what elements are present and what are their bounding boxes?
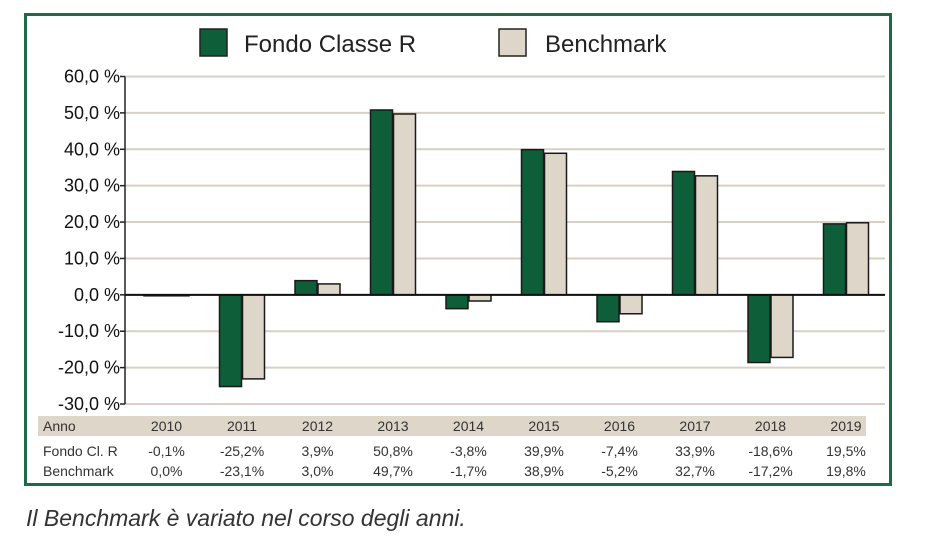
bar: [694, 175, 719, 296]
legend-label: Benchmark: [545, 31, 667, 58]
table-cell: -17,2%: [748, 463, 792, 479]
bar: [822, 223, 847, 296]
table-cell: -5,2%: [601, 463, 638, 479]
table-cell: 32,7%: [675, 463, 715, 479]
bar-chart: 60,0 % 50,0 % 40,0 % 30,0 % 20,0 % 10,0 % 0,0 …: [38, 28, 885, 479]
table-cell: 39,9%: [524, 443, 564, 459]
table-year-label: 2015: [528, 418, 559, 434]
y-tick-label: -10,0 %: [58, 321, 120, 341]
chart-caption: Il Benchmark è variato nel corso degli a…: [26, 505, 466, 531]
table-cell: 49,7%: [373, 463, 413, 479]
y-tick-label: -30,0 %: [58, 394, 120, 414]
y-tick-label: 10,0 %: [64, 248, 120, 268]
table-cell: 0,0%: [151, 463, 183, 479]
bar: [596, 294, 620, 323]
bar: [369, 109, 394, 296]
legend-swatch: [199, 28, 228, 57]
table-cell: -23,1%: [220, 463, 264, 479]
table-year-label: 2010: [151, 418, 182, 434]
y-tick-label: -20,0 %: [58, 358, 120, 378]
bar: [671, 170, 696, 296]
legend-label: Fondo Classe R: [244, 31, 416, 58]
bar: [392, 113, 417, 296]
bar: [845, 222, 870, 296]
table-year-label: 2019: [830, 418, 861, 434]
bar: [619, 294, 643, 315]
table-year-label: 2014: [453, 418, 484, 434]
y-tick-label: 30,0 %: [64, 176, 120, 196]
table-year-label: 2012: [302, 418, 333, 434]
y-tick-label: 20,0 %: [64, 212, 120, 232]
table-cell: 3,9%: [302, 443, 334, 459]
table-header-label: Anno: [43, 418, 76, 434]
table-year-label: 2017: [679, 418, 710, 434]
bar: [520, 148, 545, 296]
table-cell: -3,8%: [450, 443, 487, 459]
table-cell: 38,9%: [524, 463, 564, 479]
table-cell: -18,6%: [748, 443, 792, 459]
table-header-band: [38, 416, 866, 436]
chart-frame: 60,0 % 50,0 % 40,0 % 30,0 % 20,0 % 10,0 % 0,0 …: [24, 13, 892, 486]
table-year-label: 2011: [227, 418, 257, 434]
bar: [543, 152, 568, 296]
table-cell: -0,1%: [148, 443, 185, 459]
y-tick-label: 0,0 %: [74, 285, 120, 305]
table-cell: 50,8%: [373, 443, 413, 459]
bar: [241, 294, 266, 380]
table-cell: 33,9%: [675, 443, 715, 459]
bar: [445, 294, 469, 310]
table-cell: -7,4%: [601, 443, 638, 459]
table-year-label: 2013: [377, 418, 408, 434]
y-tick-label: 50,0 %: [64, 103, 120, 123]
bar: [747, 294, 771, 364]
bar: [770, 294, 794, 359]
table-cell: -25,2%: [220, 443, 264, 459]
table-cell: 19,8%: [826, 463, 866, 479]
table-year-label: 2016: [604, 418, 635, 434]
table-cell: 19,5%: [826, 443, 866, 459]
table-cell: 3,0%: [302, 463, 334, 479]
table-row-label: Benchmark: [43, 463, 115, 479]
bar: [317, 283, 341, 296]
bar: [218, 294, 243, 388]
table-year-label: 2018: [755, 418, 786, 434]
table-cell: -1,7%: [450, 463, 487, 479]
bar: [294, 279, 318, 296]
y-tick-label: 60,0 %: [64, 67, 120, 87]
table-row-label: Fondo Cl. R: [43, 443, 118, 459]
legend-swatch: [498, 28, 527, 57]
y-tick-label: 40,0 %: [64, 139, 120, 159]
